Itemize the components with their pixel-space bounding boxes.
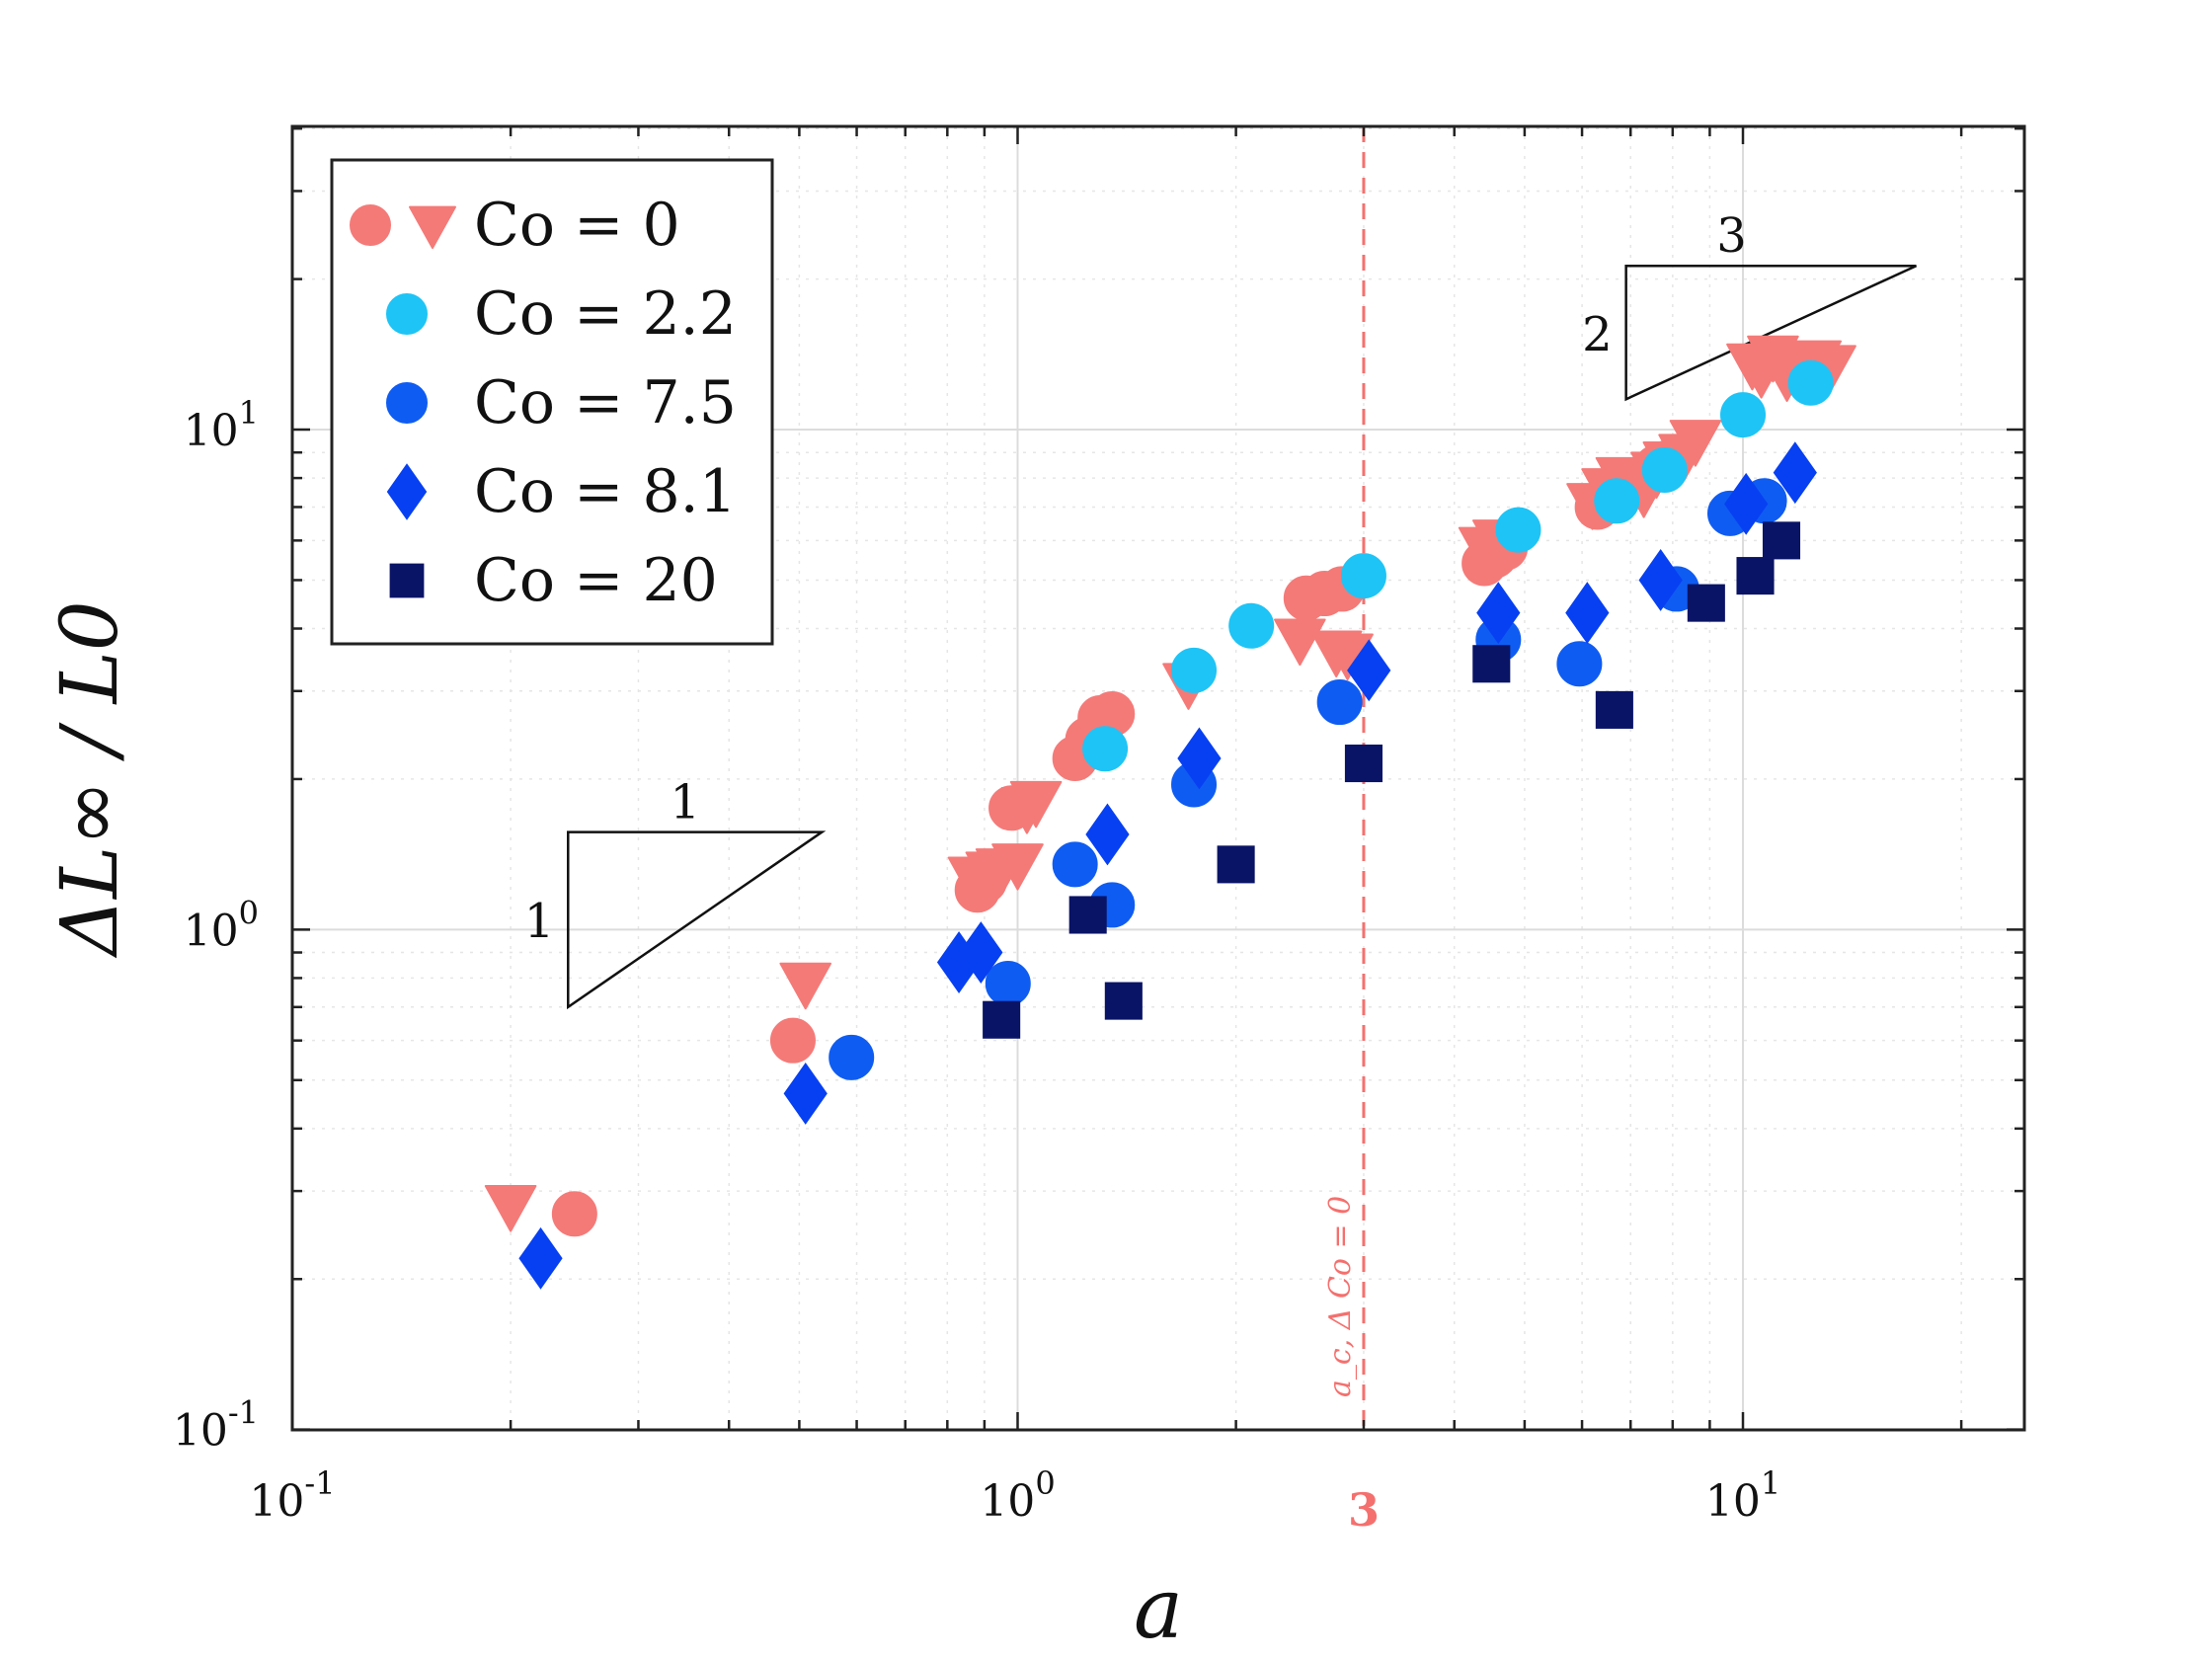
data-point-square	[1104, 982, 1143, 1020]
y-axis-title: ΔL∞ / L0	[43, 600, 135, 958]
legend: Co = 0 Co = 2.2 Co = 7.5 Co = 8.1 Co = 20	[330, 158, 774, 646]
data-point-circle	[551, 1191, 597, 1237]
data-point-circle	[1594, 478, 1640, 524]
critical-tick-label: 3	[1348, 1483, 1380, 1537]
y-tick-label: 101	[184, 394, 259, 456]
slope-rise-label: 1	[524, 894, 555, 949]
data-point-diamond	[1638, 549, 1683, 611]
data-point-square	[1217, 845, 1255, 884]
data-point-circle	[1316, 679, 1363, 726]
data-point-square	[1344, 744, 1382, 783]
slope-run-label: 3	[1716, 208, 1747, 264]
legend-label: Co = 7.5	[474, 368, 737, 437]
y-tick-label: 100	[184, 894, 259, 956]
legend-marker-diamond	[386, 463, 428, 520]
slope-triangle	[567, 830, 827, 1010]
series-co-2-2	[1082, 359, 1834, 772]
data-point-square	[1762, 521, 1801, 560]
axis-ticks: 10-1 100 101 10-1 100 101 3	[173, 126, 2024, 1537]
data-point-circle	[985, 960, 1031, 1006]
data-point-circle	[1052, 841, 1098, 888]
data-point-diamond	[518, 1226, 563, 1290]
data-point-circle	[829, 1034, 875, 1080]
data-point-circle	[1720, 392, 1767, 438]
data-point-square	[1736, 557, 1775, 595]
data-point-circle	[1787, 359, 1834, 406]
legend-marker-circle	[350, 204, 391, 246]
data-point-circle	[1340, 553, 1386, 599]
data-point-triangle-down	[1009, 780, 1063, 829]
data-point-diamond	[1085, 803, 1130, 866]
data-point-square	[983, 1000, 1021, 1039]
legend-label: Co = 8.1	[474, 457, 737, 526]
data-point-square	[1595, 690, 1633, 729]
data-point-square	[1068, 896, 1107, 934]
legend-label: Co = 2.2	[474, 279, 737, 349]
legend-marker-circle	[386, 293, 428, 335]
critical-line-annotation: a_c, Δ Co = 0	[1323, 1196, 1358, 1397]
legend-label: Co = 20	[474, 546, 718, 615]
series-co-20	[983, 521, 1801, 1039]
data-point-diamond	[1773, 441, 1817, 505]
data-marks	[484, 335, 1856, 1290]
data-point-circle	[1228, 602, 1275, 649]
data-point-diamond	[783, 1062, 828, 1125]
y-tick-label: 10-1	[173, 1394, 259, 1457]
data-point-diamond	[959, 921, 1003, 984]
series-co-8-1	[518, 441, 1817, 1290]
data-point-diamond	[1476, 582, 1521, 645]
data-point-diamond	[1347, 639, 1391, 702]
data-point-circle	[1082, 726, 1129, 772]
data-point-diamond	[1177, 727, 1222, 790]
x-tick-label: 101	[1705, 1464, 1780, 1527]
data-point-square	[1687, 584, 1725, 622]
slope-rise-label: 2	[1582, 307, 1613, 362]
legend-marker-circle	[386, 382, 428, 424]
data-point-square	[1472, 645, 1511, 683]
x-axis-title: a	[1134, 1560, 1183, 1657]
data-point-triangle-down	[779, 962, 832, 1010]
slope-run-label: 1	[671, 775, 701, 830]
x-tick-label: 100	[980, 1464, 1055, 1527]
data-point-circle	[769, 1017, 816, 1064]
slope-triangle	[1624, 264, 1917, 402]
x-tick-label: 10-1	[249, 1464, 335, 1527]
data-point-circle	[1495, 507, 1541, 553]
data-point-diamond	[1565, 582, 1610, 645]
data-point-circle	[1556, 641, 1603, 687]
legend-label: Co = 0	[474, 191, 680, 260]
data-point-diamond	[1724, 472, 1769, 535]
legend-marker-square	[389, 563, 425, 598]
data-point-triangle-down	[484, 1185, 537, 1232]
data-point-triangle-down	[991, 843, 1044, 891]
data-point-circle	[1641, 447, 1688, 494]
data-point-circle	[1171, 647, 1218, 693]
data-point-triangle-down	[1669, 420, 1722, 467]
legend-marker-triangle-down	[409, 205, 456, 249]
